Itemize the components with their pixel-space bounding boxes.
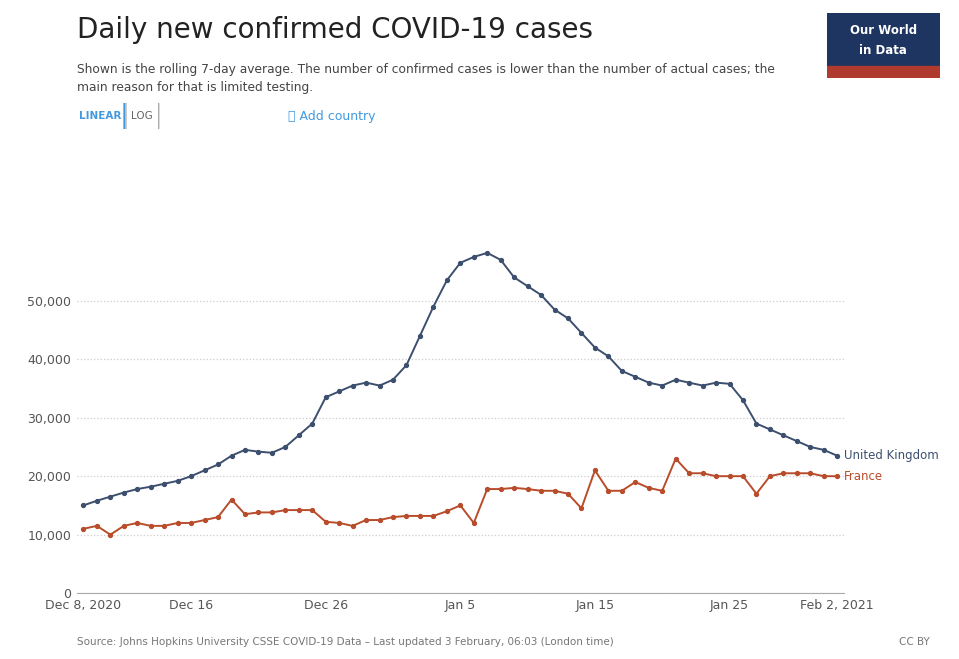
- FancyBboxPatch shape: [76, 93, 125, 139]
- Bar: [827, 66, 940, 78]
- Text: CC BY: CC BY: [900, 637, 930, 647]
- Text: LINEAR: LINEAR: [79, 111, 121, 121]
- Text: Daily new confirmed COVID-19 cases: Daily new confirmed COVID-19 cases: [77, 16, 593, 44]
- Text: ➕ Add country: ➕ Add country: [288, 110, 375, 123]
- Text: Source: Johns Hopkins University CSSE COVID-19 Data – Last updated 3 February, 0: Source: Johns Hopkins University CSSE CO…: [77, 637, 614, 647]
- Text: Shown is the rolling 7-day average. The number of confirmed cases is lower than : Shown is the rolling 7-day average. The …: [77, 63, 775, 94]
- FancyBboxPatch shape: [126, 93, 158, 139]
- Text: United Kingdom: United Kingdom: [844, 449, 939, 462]
- Text: France: France: [844, 470, 883, 482]
- Text: Our World: Our World: [850, 24, 917, 37]
- Text: in Data: in Data: [859, 44, 907, 57]
- Text: LOG: LOG: [131, 111, 153, 121]
